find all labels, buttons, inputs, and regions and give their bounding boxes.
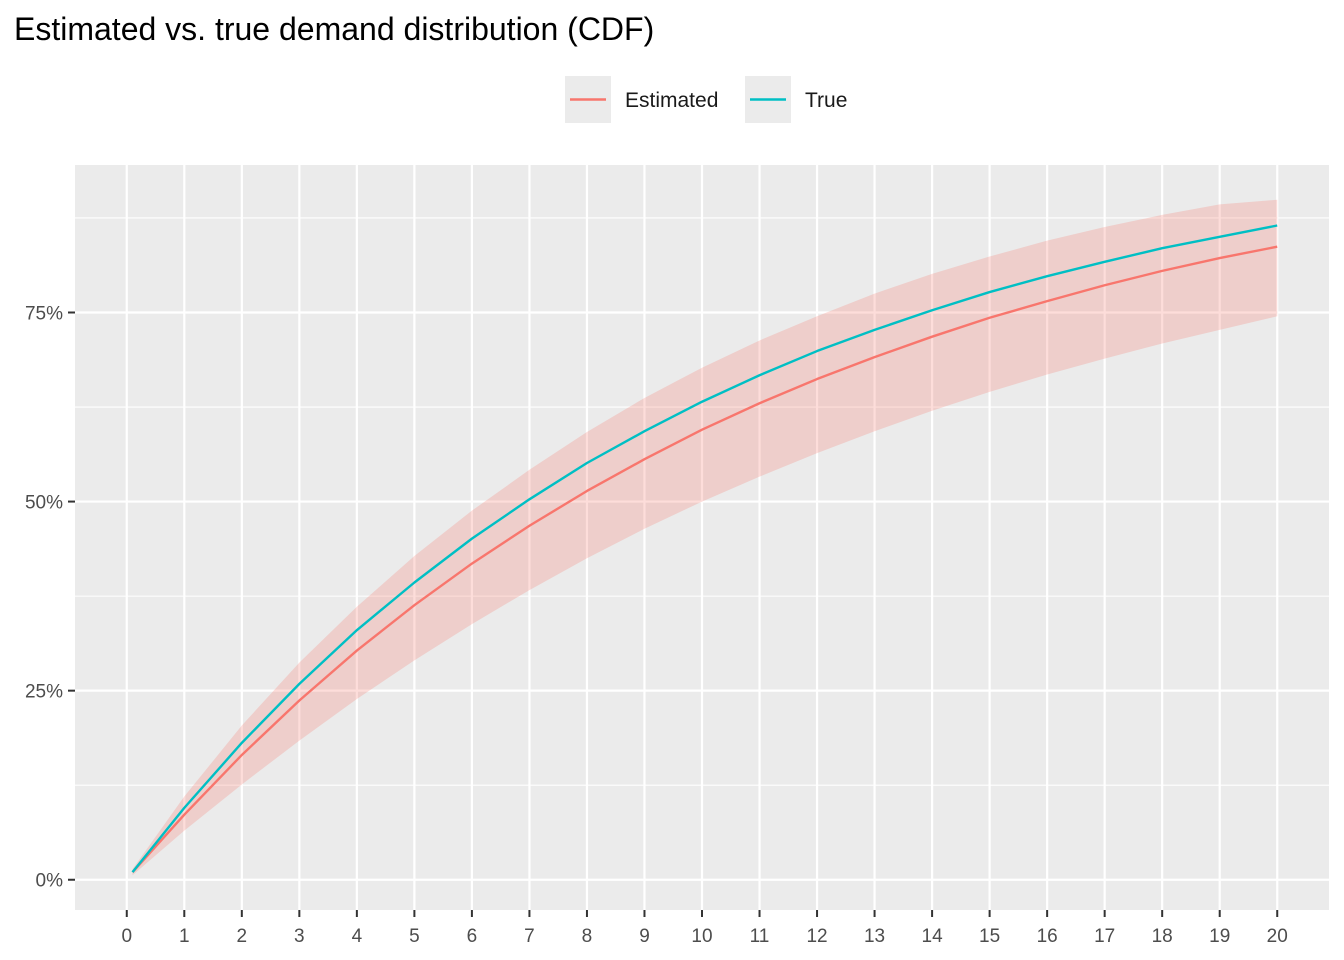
x-tick-label: 15: [979, 926, 1000, 947]
chart-title: Estimated vs. true demand distribution (…: [14, 11, 654, 47]
x-tick-label: 0: [121, 926, 132, 947]
x-tick-label: 17: [1094, 926, 1115, 947]
x-tick-label: 7: [524, 926, 535, 947]
x-tick-label: 9: [639, 926, 650, 947]
confidence-ribbons: [132, 199, 1278, 876]
grid: [75, 165, 1329, 910]
x-tick-label: 20: [1267, 926, 1288, 947]
series-line-true: [131, 224, 1278, 873]
x-tick-label: 13: [864, 926, 885, 947]
y-axis: 0% 25% 50% 75%: [25, 303, 75, 892]
x-tick-label: 14: [922, 926, 944, 947]
y-tick-label: 50%: [25, 493, 63, 514]
x-tick-label: 11: [750, 926, 770, 947]
x-tick-label: 12: [806, 926, 827, 947]
x-tick-label: 19: [1209, 926, 1230, 947]
y-tick-label: 0%: [36, 871, 64, 892]
legend-label-true: True: [805, 89, 847, 112]
x-tick-label: 4: [352, 926, 363, 947]
ribbon-estimated: [132, 199, 1278, 876]
x-tick-label: 6: [467, 926, 478, 947]
legend-label-estimated: Estimated: [625, 89, 718, 112]
x-tick-label: 2: [237, 926, 248, 947]
x-tick-label: 16: [1037, 926, 1058, 947]
series-line-estimated: [131, 245, 1278, 873]
x-tick-label: 3: [294, 926, 305, 947]
x-tick-label: 18: [1152, 926, 1173, 947]
legend: Estimated True: [565, 76, 847, 123]
series-lines: [131, 224, 1278, 873]
y-tick-label: 75%: [25, 303, 63, 324]
x-axis: 0 1 2 3 4 5 6 7 8 9 10 11 12 13 14 15 16 17 18 19 20: [121, 910, 1288, 947]
x-tick-label: 5: [409, 926, 420, 947]
x-tick-label: 8: [582, 926, 593, 947]
x-tick-label: 10: [691, 926, 712, 947]
y-tick-label: 25%: [25, 682, 63, 703]
x-tick-label: 1: [179, 926, 190, 947]
